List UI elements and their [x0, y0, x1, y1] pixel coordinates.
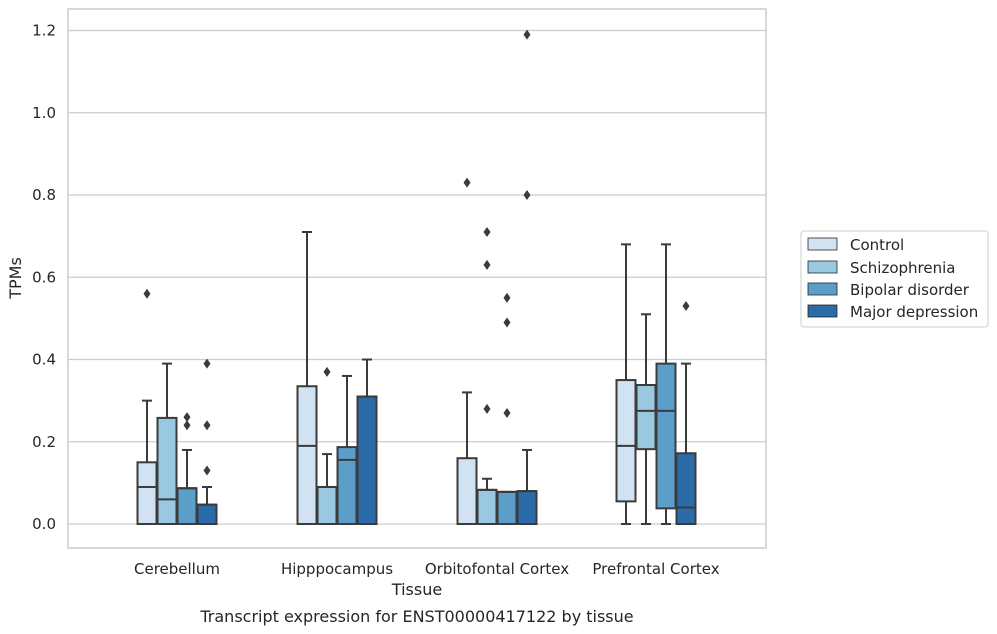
box-body — [635, 383, 657, 451]
box-schizophrenia-hipppocampus — [316, 366, 338, 525]
grid-lines — [68, 29, 766, 525]
x-tick-labels: Cerebellum Hipppocampus Orbitofontal Corte… — [134, 560, 720, 578]
y-tick-label: 1.2 — [32, 22, 56, 40]
box-body — [476, 488, 498, 525]
box-major-depression-cerebellum — [196, 358, 218, 526]
box-body — [316, 485, 338, 525]
outlier-point — [323, 366, 331, 377]
box-control-orbitofontal-cortex — [456, 177, 478, 526]
outlier-point — [503, 407, 511, 418]
outlier-point — [523, 29, 531, 40]
legend-swatch-bipolar-disorder — [807, 282, 838, 296]
x-tick-label: Orbitofontal Cortex — [425, 560, 569, 578]
outlier-point — [203, 358, 211, 369]
outlier-point — [483, 227, 491, 238]
outlier-point — [203, 420, 211, 431]
box-bipolar-disorder-prefrontal-cortex — [655, 243, 677, 525]
figure-caption: Transcript expression for ENST0000041712… — [199, 607, 633, 626]
box-major-depression-orbitofontal-cortex — [516, 29, 538, 526]
box-body — [356, 395, 378, 526]
y-tick-label: 0.0 — [32, 515, 56, 533]
outlier-point — [483, 259, 491, 270]
outlier-point — [503, 317, 511, 328]
y-tick-label: 0.2 — [32, 433, 56, 451]
box-body — [456, 457, 478, 526]
box-body — [615, 379, 637, 503]
x-tick-label: Cerebellum — [134, 560, 220, 578]
box-body — [136, 461, 158, 525]
y-tick-label: 1.0 — [32, 104, 56, 122]
boxes-layer — [136, 29, 697, 526]
box-control-cerebellum — [136, 288, 158, 525]
legend: Control Schizophrenia Bipolar disorder M… — [800, 230, 989, 328]
y-axis-label: TPMs — [6, 257, 25, 300]
box-body — [336, 446, 358, 525]
outlier-point — [143, 288, 151, 299]
plot-frame — [67, 8, 767, 549]
x-axis-label: Tissue — [391, 580, 442, 599]
box-body — [675, 452, 697, 526]
legend-label-major-depression: Major depression — [850, 303, 978, 321]
legend-label-bipolar-disorder: Bipolar disorder — [850, 281, 970, 299]
box-body — [156, 416, 178, 525]
box-major-depression-hipppocampus — [356, 358, 378, 526]
x-tick-label: Hipppocampus — [281, 560, 393, 578]
box-body — [176, 487, 198, 526]
outlier-point — [483, 403, 491, 414]
y-tick-label: 0.4 — [32, 351, 56, 369]
legend-frame — [800, 230, 989, 328]
y-tick-labels: 0.0 0.2 0.4 0.6 0.8 1.0 1.2 — [32, 22, 56, 534]
outlier-point — [183, 412, 191, 423]
legend-label-control: Control — [850, 236, 904, 254]
outlier-point — [523, 190, 531, 200]
y-tick-label: 0.6 — [32, 268, 56, 286]
outlier-point — [203, 465, 211, 476]
legend-swatch-control — [807, 237, 838, 251]
y-tick-label: 0.8 — [32, 186, 56, 204]
box-bipolar-disorder-cerebellum — [176, 412, 198, 526]
box-major-depression-prefrontal-cortex — [675, 301, 697, 526]
outlier-point — [183, 420, 191, 431]
x-tick-label: Prefrontal Cortex — [592, 560, 719, 578]
outlier-point — [463, 177, 471, 188]
legend-swatch-major-depression — [807, 304, 838, 318]
outlier-point — [503, 292, 511, 303]
legend-label-schizophrenia: Schizophrenia — [850, 259, 955, 277]
box-control-prefrontal-cortex — [615, 243, 637, 525]
box-bipolar-disorder-orbitofontal-cortex — [496, 292, 518, 525]
box-body — [496, 490, 518, 525]
box-schizophrenia-cerebellum — [156, 362, 178, 525]
box-schizophrenia-orbitofontal-cortex — [476, 227, 498, 525]
box-schizophrenia-prefrontal-cortex — [635, 313, 657, 525]
box-body — [296, 385, 318, 526]
box-body — [516, 490, 538, 526]
box-control-hipppocampus — [296, 231, 318, 526]
legend-swatch-schizophrenia — [807, 260, 838, 274]
box-bipolar-disorder-hipppocampus — [336, 374, 358, 525]
box-body — [196, 503, 218, 526]
outlier-point — [682, 301, 690, 312]
box-body — [655, 362, 677, 510]
